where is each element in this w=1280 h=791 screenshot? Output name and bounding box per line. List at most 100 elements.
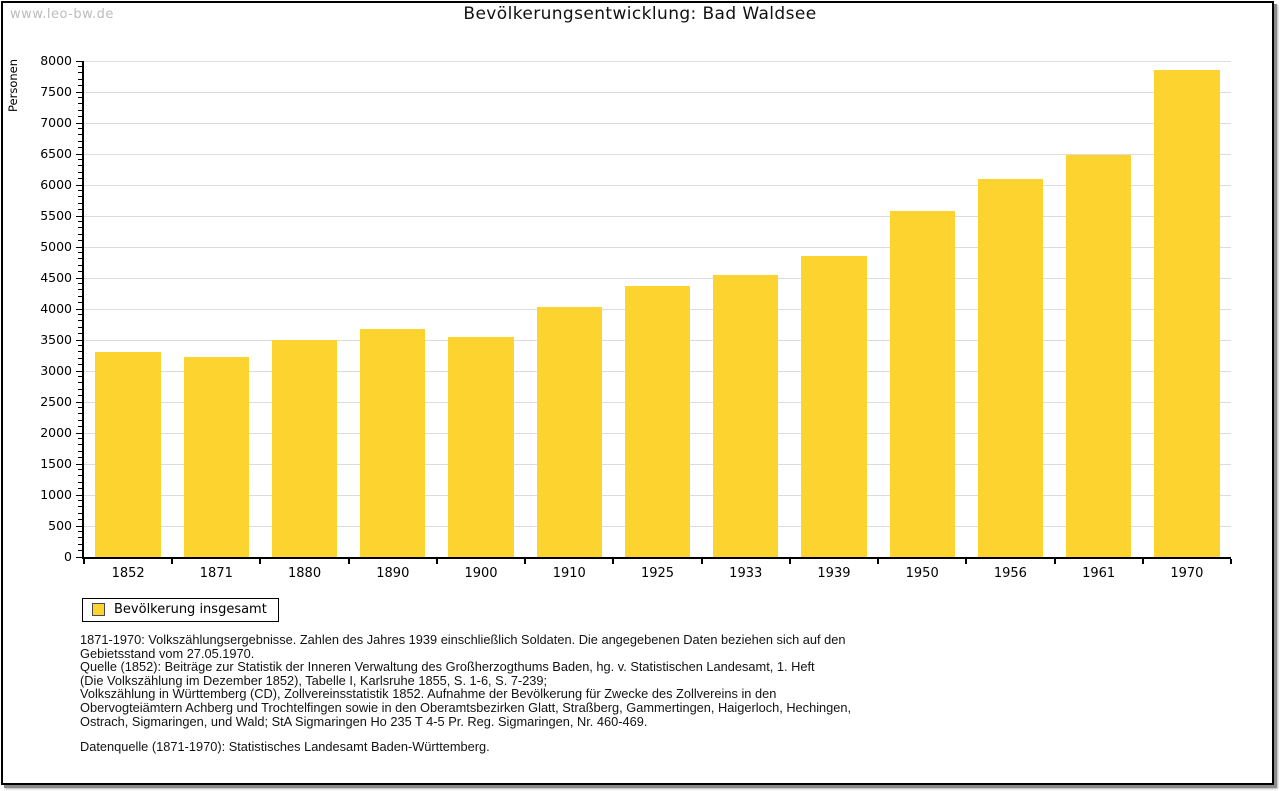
footnote-line: Gebietsstand vom 27.05.1970. bbox=[80, 645, 255, 661]
legend-label: Bevölkerung insgesamt bbox=[114, 602, 267, 617]
y-minor-tick bbox=[78, 128, 84, 130]
footnotes: 1871-1970: Volkszählungsergebnisse. Zahl… bbox=[80, 633, 940, 728]
y-minor-tick bbox=[78, 512, 84, 514]
y-major-tick bbox=[76, 557, 84, 558]
x-tick-label: 1871 bbox=[199, 566, 233, 581]
y-minor-tick bbox=[78, 518, 84, 520]
bar-1890 bbox=[360, 328, 426, 557]
y-major-tick bbox=[76, 433, 84, 434]
y-minor-tick bbox=[78, 295, 84, 297]
x-tick-label: 1939 bbox=[817, 566, 851, 581]
y-minor-tick bbox=[78, 407, 84, 409]
y-tick-label: 2000 bbox=[40, 425, 72, 440]
y-minor-tick bbox=[78, 320, 84, 322]
legend-swatch bbox=[92, 603, 105, 616]
y-tick-label: 5500 bbox=[40, 208, 72, 223]
gridline bbox=[84, 247, 1231, 248]
gridline bbox=[84, 154, 1231, 155]
y-minor-tick bbox=[78, 549, 84, 551]
x-boundary-tick bbox=[83, 559, 85, 564]
bar-1852 bbox=[95, 352, 161, 557]
bar-1910 bbox=[536, 307, 602, 557]
datasource-line: Datenquelle (1871-1970): Statistisches L… bbox=[80, 739, 490, 754]
y-major-tick bbox=[76, 402, 84, 403]
gridline bbox=[84, 216, 1231, 217]
footnote-line: Ostrach, Sigmaringen, und Wald; StA Sigm… bbox=[80, 713, 648, 729]
x-tick-label: 1956 bbox=[993, 566, 1027, 581]
y-minor-tick bbox=[78, 357, 84, 359]
y-minor-tick bbox=[78, 376, 84, 378]
y-minor-tick bbox=[78, 425, 84, 427]
x-boundary-tick bbox=[259, 559, 262, 564]
x-boundary-tick bbox=[612, 559, 615, 564]
y-minor-tick bbox=[78, 103, 84, 105]
y-minor-tick bbox=[78, 159, 84, 161]
x-tick-label: 1852 bbox=[111, 566, 145, 581]
y-minor-tick bbox=[78, 78, 84, 80]
y-minor-tick bbox=[78, 438, 84, 440]
y-tick-label: 1500 bbox=[40, 456, 72, 471]
y-tick-label: 500 bbox=[48, 518, 72, 533]
y-major-tick bbox=[76, 340, 84, 341]
legend: Bevölkerung insgesamt bbox=[82, 598, 279, 622]
gridline bbox=[84, 185, 1231, 186]
x-boundary-tick bbox=[435, 559, 438, 564]
y-minor-tick bbox=[78, 450, 84, 452]
footnote-line: Obervogteiämtern Achberg und Trochtelfin… bbox=[80, 699, 852, 715]
y-major-tick bbox=[76, 278, 84, 279]
y-minor-tick bbox=[78, 487, 84, 489]
y-minor-tick bbox=[78, 481, 84, 483]
y-major-tick bbox=[76, 61, 84, 62]
y-minor-tick bbox=[78, 72, 84, 74]
bar-1939 bbox=[801, 256, 867, 557]
y-minor-tick bbox=[78, 208, 84, 210]
x-boundary-tick bbox=[1230, 559, 1232, 564]
plot-area: 1852 1871 1880 1890 1900 1910 1925 1933 1939 1950… bbox=[76, 61, 1232, 581]
y-minor-tick bbox=[78, 531, 84, 533]
y-minor-tick bbox=[78, 543, 84, 545]
chart-title: Bevölkerungsentwicklung: Bad Waldsee bbox=[463, 4, 817, 24]
y-minor-tick bbox=[78, 506, 84, 508]
y-minor-tick bbox=[78, 283, 84, 285]
y-minor-tick bbox=[78, 289, 84, 291]
y-minor-tick bbox=[78, 227, 84, 229]
y-tick-label: 7000 bbox=[40, 115, 72, 130]
y-tick-label: 1000 bbox=[40, 487, 72, 502]
footnote-line: (Die Volkszählung im Dezember 1852), Tab… bbox=[80, 672, 548, 688]
y-minor-tick bbox=[78, 134, 84, 136]
y-minor-tick bbox=[78, 115, 84, 117]
y-minor-tick bbox=[78, 171, 84, 173]
footnote-line: Volkszählung in Württemberg (CD), Zollve… bbox=[80, 686, 777, 702]
bar-1950 bbox=[889, 211, 955, 557]
y-minor-tick bbox=[78, 84, 84, 86]
x-boundary-tick bbox=[1141, 559, 1144, 564]
y-minor-tick bbox=[78, 413, 84, 415]
y-tick-label: 8000 bbox=[40, 53, 72, 68]
footnote-line: Quelle (1852): Beiträge zur Statistik de… bbox=[80, 659, 815, 675]
x-tick-label: 1933 bbox=[729, 566, 763, 581]
y-major-tick bbox=[76, 216, 84, 217]
y-minor-tick bbox=[78, 140, 84, 142]
bar-1925 bbox=[624, 286, 691, 557]
x-tick-label: 1961 bbox=[1082, 566, 1116, 581]
y-tick-label: 4000 bbox=[40, 301, 72, 316]
y-major-tick bbox=[76, 464, 84, 465]
bar-1871 bbox=[183, 357, 249, 557]
bar-1961 bbox=[1066, 155, 1132, 557]
y-minor-tick bbox=[78, 537, 84, 539]
y-minor-tick bbox=[78, 97, 84, 99]
y-minor-tick bbox=[78, 109, 84, 111]
footnote-line: 1871-1970: Volkszählungsergebnisse. Zahl… bbox=[80, 632, 846, 647]
x-boundary-tick bbox=[524, 559, 527, 564]
gridline bbox=[84, 61, 1231, 62]
y-minor-tick bbox=[78, 202, 84, 204]
watermark: www.leo-bw.de bbox=[10, 7, 114, 22]
y-minor-tick bbox=[78, 419, 84, 421]
bar-1970 bbox=[1154, 69, 1220, 557]
y-tick-label: 3000 bbox=[40, 363, 72, 378]
y-tick-label: 3500 bbox=[40, 332, 72, 347]
x-tick-label: 1900 bbox=[464, 566, 498, 581]
x-tick-label: 1890 bbox=[376, 566, 410, 581]
gridline bbox=[84, 123, 1231, 124]
y-major-tick bbox=[76, 92, 84, 93]
